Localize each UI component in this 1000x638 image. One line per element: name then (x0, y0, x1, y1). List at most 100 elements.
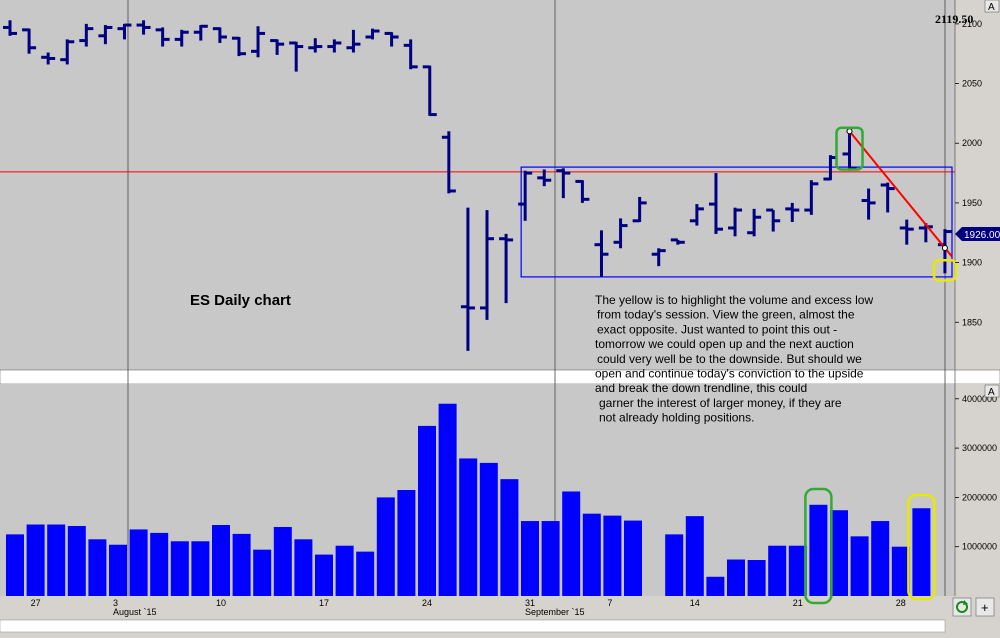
volume-bar (109, 544, 127, 596)
volume-bar (376, 497, 395, 596)
ohlc-bar (537, 169, 552, 187)
refresh-icon (956, 601, 968, 613)
volume-layer (6, 403, 936, 605)
ohlc-bar (327, 39, 342, 53)
price-layer (0, 20, 958, 351)
volume-bar (788, 545, 807, 596)
last-price-tag: 1926.00 (955, 227, 1000, 241)
green-highlight-volume (804, 487, 833, 605)
price-tick-label: 1950 (962, 198, 982, 208)
volume-bar (26, 524, 45, 596)
ohlc-bar (689, 204, 704, 226)
chart-title: ES Daily chart (190, 292, 291, 309)
date-label: 17 (319, 598, 329, 608)
date-label: 14 (690, 598, 700, 608)
ohlc-bar (899, 219, 914, 245)
ohlc-bar (384, 31, 399, 47)
ohlc-bar (365, 28, 380, 40)
trendline-anchor-start (846, 128, 853, 135)
ohlc-bar (441, 131, 456, 194)
volume-tick-label: 2000000 (962, 492, 997, 502)
price-axis-panel (955, 0, 1000, 370)
annotation-line: and break the down trendline, this could (595, 381, 807, 395)
volume-bar (273, 526, 292, 596)
yellow-highlight-volume (907, 493, 936, 601)
zoom-in-button[interactable]: + (975, 597, 995, 617)
volume-bar (541, 521, 560, 596)
price-tick-label: 2100 (962, 19, 982, 29)
annotation-line: not already holding positions. (599, 411, 754, 425)
date-label: 10 (216, 598, 226, 608)
ohlc-bar (174, 29, 189, 47)
month-label: September `15 (525, 607, 585, 617)
price-scale-label: A (988, 2, 995, 13)
price-tick-label: 2000 (962, 138, 982, 148)
trendline-anchor-end (941, 244, 948, 251)
ohlc-bar (308, 38, 323, 53)
volume-bar (871, 521, 890, 596)
volume-bar (727, 559, 745, 596)
axis-layer: 2100 2050 2000 1950 1900 1850 4000000 3000000 20… (31, 19, 997, 617)
volume-bar (850, 536, 869, 596)
ohlc-bar (346, 29, 361, 53)
annotation-line: exact opposite. Just wanted to point thi… (597, 322, 837, 336)
ohlc-bar (518, 170, 533, 221)
ohlc-bar (117, 23, 132, 40)
green-highlight-price (835, 126, 864, 171)
last-price-value: 1926.00 (964, 230, 1000, 241)
ohlc-bar (231, 36, 246, 57)
date-label: 31 (525, 598, 535, 608)
volume-bar (830, 510, 848, 596)
volume-bar (315, 554, 333, 596)
ohlc-bar (136, 20, 151, 35)
ohlc-bar (212, 27, 227, 43)
volume-bar (891, 546, 910, 596)
consolidation-box (520, 166, 953, 278)
date-label: 28 (896, 598, 906, 608)
ohlc-bar (289, 41, 304, 72)
volume-bar (521, 521, 539, 596)
volume-bar (665, 534, 684, 596)
price-tick-label: 2050 (962, 79, 982, 89)
volume-bar (397, 490, 416, 596)
annotation-line: The yellow is to highlight the volume an… (595, 293, 873, 307)
ohlc-bar (98, 25, 113, 45)
header-price: 2119.50 (935, 12, 973, 26)
ohlc-bar (708, 173, 723, 234)
price-tick-label: 1850 (962, 317, 982, 327)
volume-bar (582, 513, 601, 596)
ohlc-bar (747, 208, 762, 237)
volume-scale-label: A (988, 387, 995, 398)
volume-bar (170, 541, 189, 596)
price-panel (0, 0, 955, 370)
ohlc-bar (556, 168, 571, 199)
refresh-button[interactable] (952, 597, 972, 617)
ohlc-bar (613, 218, 628, 249)
volume-tick-label: 1000000 (962, 542, 997, 552)
annotation-line: open and continue today's conviction to … (595, 367, 864, 381)
volume-bar (685, 516, 704, 596)
ohlc-bar (3, 20, 17, 36)
date-label: 27 (31, 598, 41, 608)
volume-bar (500, 479, 519, 596)
ohlc-bar (651, 248, 666, 267)
volume-bar (459, 458, 478, 596)
date-label: 21 (793, 598, 803, 608)
price-tick-label: 1900 (962, 258, 982, 268)
ohlc-bar (270, 39, 285, 55)
volume-axis-panel (955, 384, 1000, 596)
date-label: 3 (113, 598, 118, 608)
volume-bar (6, 534, 24, 596)
horizontal-scrollbar[interactable] (0, 619, 946, 633)
annotation-line: tomorrow we could open up and the next a… (595, 337, 854, 351)
volume-bar (88, 539, 107, 596)
price-scale-button[interactable]: A (984, 0, 1000, 13)
volume-scale-button[interactable]: A (984, 384, 1000, 398)
volume-bar (809, 504, 828, 596)
ohlc-bar (193, 24, 208, 41)
ohlc-bar (575, 179, 590, 203)
volume-bar (335, 545, 354, 596)
ohlc-bar (861, 188, 876, 220)
ohlc-bar (670, 238, 685, 245)
